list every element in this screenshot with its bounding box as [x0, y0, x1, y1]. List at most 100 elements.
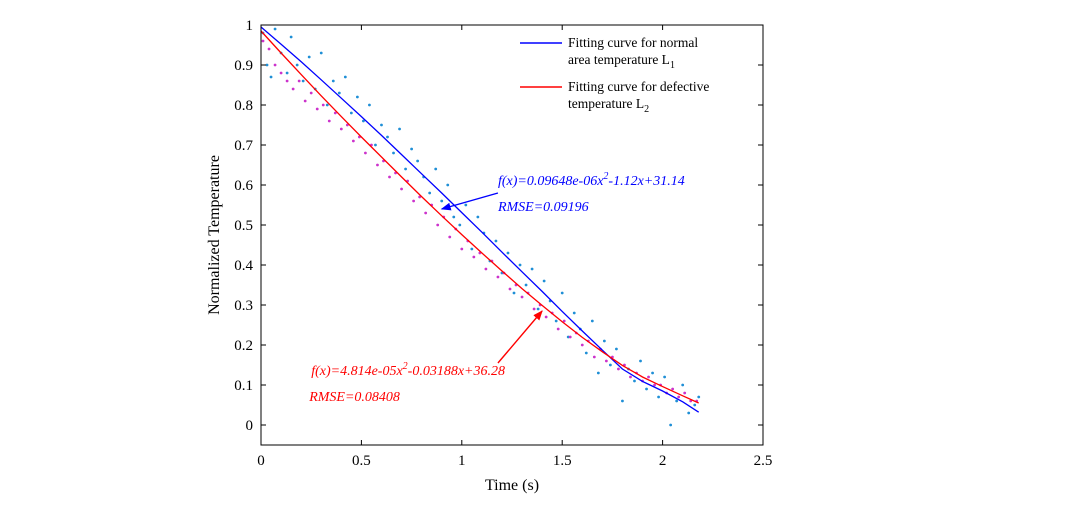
- scatter-point: [697, 395, 701, 399]
- rmse-label: RMSE=0.08408: [308, 390, 400, 405]
- scatter-point: [651, 371, 654, 375]
- scatter-point: [291, 87, 295, 91]
- x-tick-label: 0.5: [352, 453, 371, 469]
- fit-curve-line: [260, 26, 700, 413]
- annotation-arrow: [497, 310, 543, 364]
- scatter-point: [458, 223, 462, 227]
- scatter-point: [325, 103, 329, 107]
- scatter-point: [301, 79, 305, 83]
- scatter-point: [554, 319, 558, 323]
- scatter-point: [544, 315, 548, 319]
- scatter-point: [693, 403, 697, 407]
- scatter-point: [669, 423, 673, 427]
- y-tick-label: 0.6: [234, 178, 253, 194]
- y-tick-label: 0.5: [234, 218, 253, 234]
- scatter-point: [530, 267, 534, 271]
- scatter-point: [349, 111, 353, 115]
- scatter-point: [608, 363, 612, 367]
- y-axis-label: Normalized Temperature: [206, 155, 223, 315]
- scatter-point: [536, 307, 540, 311]
- legend-entry-line2: area temperature L1: [568, 52, 675, 71]
- scatter-point: [657, 395, 660, 399]
- scatter-point: [590, 319, 594, 323]
- scatter-point: [633, 379, 636, 383]
- scatter-point: [285, 79, 289, 83]
- scatter-point: [440, 199, 444, 203]
- scatter-point: [621, 399, 624, 403]
- scatter-point: [434, 167, 438, 171]
- scatter-point: [556, 327, 560, 331]
- scatter-point: [380, 123, 383, 127]
- scatter-point: [265, 63, 269, 67]
- y-tick-label: 0.9: [234, 58, 253, 74]
- scatter-point: [683, 391, 687, 395]
- scatter-point: [267, 47, 271, 51]
- legend-subscript: 2: [644, 104, 649, 115]
- scatter-point: [368, 103, 371, 107]
- scatter-point: [508, 287, 512, 291]
- scatter-point: [339, 127, 343, 131]
- legend-entry-line2: temperature L2: [568, 96, 649, 115]
- scatter-point: [532, 307, 536, 311]
- rmse-label: RMSE=0.09196: [497, 200, 589, 215]
- scatter-point: [506, 251, 510, 255]
- scatter-point: [364, 151, 367, 155]
- scatter-point: [653, 383, 656, 387]
- scatter-point: [617, 367, 620, 371]
- axis-ticks: 0 0.5 1 1.5 2 2.5 0 0.1 0.2 0.3 0.4 0.5 0.6 0.7 0.8 0.9…: [234, 18, 772, 469]
- equation-superscript: 2: [603, 171, 608, 182]
- scatter-point: [331, 79, 335, 83]
- scatter-point: [321, 103, 325, 107]
- x-tick-label: 1.5: [553, 453, 572, 469]
- scatter-point: [448, 235, 452, 239]
- x-axis-label: Time (s): [485, 477, 539, 494]
- scatter-point: [273, 63, 277, 67]
- scatter-point: [470, 247, 474, 251]
- scatter-point: [568, 335, 572, 339]
- scatter-point: [436, 223, 440, 227]
- scatter-point: [512, 291, 516, 295]
- annotation-arrow: [440, 192, 499, 211]
- scatter-point: [392, 151, 395, 155]
- scatter-point: [584, 351, 588, 355]
- scatter-point: [412, 199, 416, 203]
- fit-equation-label: f(x)=4.814e-05x2-0.03188x+36.28: [311, 361, 505, 379]
- scatter-point: [295, 63, 299, 67]
- scatter-point: [261, 39, 265, 43]
- scatter-point: [592, 355, 596, 359]
- legend: Fitting curve for normal area temperature…: [520, 35, 709, 115]
- scatter-point: [386, 135, 389, 139]
- scatter-point: [562, 319, 566, 323]
- scatter-point: [639, 359, 642, 363]
- scatter-point: [484, 267, 488, 271]
- scatter-point: [675, 399, 679, 403]
- plot-data-layer: [260, 26, 701, 427]
- equation-superscript: 2: [403, 361, 408, 372]
- scatter-point: [645, 387, 648, 391]
- scatter-point: [520, 295, 524, 299]
- y-tick-label: 1: [246, 18, 254, 34]
- scatter-point: [472, 255, 476, 259]
- x-tick-label: 1: [458, 453, 466, 469]
- y-tick-label: 0.4: [234, 258, 253, 274]
- scatter-point: [319, 51, 323, 55]
- scatter-point: [629, 375, 632, 379]
- x-tick-label: 2: [659, 453, 667, 469]
- y-tick-label: 0.3: [234, 298, 253, 314]
- scatter-point: [416, 159, 420, 163]
- scatter-point: [604, 359, 608, 363]
- scatter-point: [289, 35, 293, 39]
- scatter-point: [460, 247, 464, 251]
- scatter-point: [307, 55, 311, 59]
- scatter-point: [524, 283, 528, 287]
- scatter-point: [615, 347, 618, 351]
- scatter-point: [327, 119, 331, 123]
- scatter-point: [418, 195, 422, 199]
- annotations: f(x)=0.09648e-06x2-1.12x+31.14 RMSE=0.091…: [308, 171, 685, 405]
- scatter-point: [362, 119, 365, 123]
- scatter-point: [376, 163, 379, 167]
- scatter-point: [303, 99, 307, 103]
- scatter-point: [424, 211, 428, 215]
